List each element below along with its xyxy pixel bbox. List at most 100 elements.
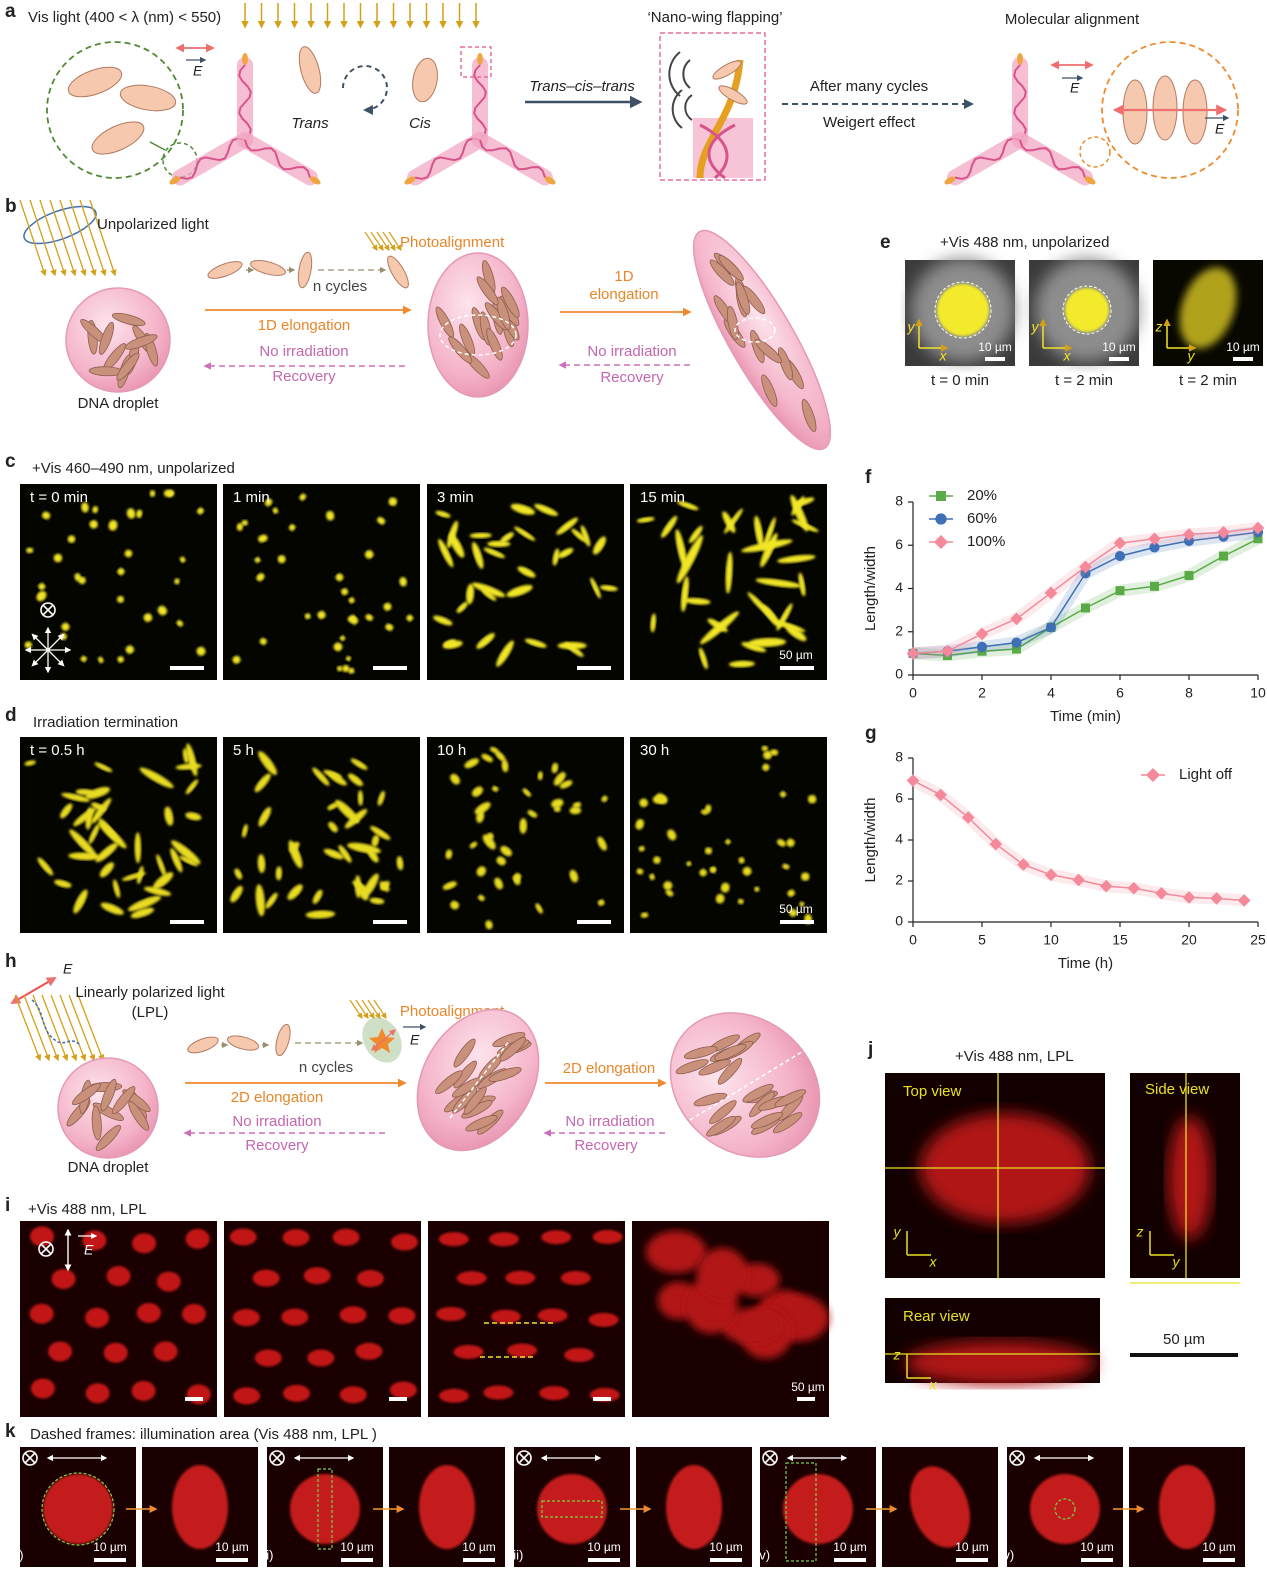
out-of-plane-symbol xyxy=(40,1243,52,1255)
droplet-image xyxy=(786,838,795,847)
nanostructure xyxy=(95,1124,121,1151)
droplet-image xyxy=(390,1233,418,1251)
droplet-image xyxy=(196,646,206,656)
droplet-image xyxy=(649,873,655,881)
droplet-image xyxy=(569,869,579,883)
scale-bar xyxy=(588,1558,620,1562)
molecule xyxy=(412,57,438,103)
data-point xyxy=(976,641,988,652)
droplet-image xyxy=(85,1307,110,1328)
droplet-image xyxy=(143,613,153,622)
droplet-image xyxy=(684,597,711,605)
arrow xyxy=(68,994,96,1062)
orientation-ring xyxy=(734,317,776,343)
molecule xyxy=(91,121,145,155)
droplet-image xyxy=(450,773,460,785)
y-tick-label: 6 xyxy=(895,536,903,552)
azobenzene xyxy=(169,176,181,185)
label: E xyxy=(410,1032,420,1048)
label: 15 min xyxy=(640,489,685,506)
droplet-image xyxy=(464,758,479,769)
nanostructure xyxy=(488,1067,522,1082)
molecule xyxy=(207,261,243,279)
label: 2D elongation xyxy=(563,1060,656,1077)
droplet-image xyxy=(98,656,104,664)
data-point xyxy=(1219,551,1228,561)
label: 10 µm xyxy=(955,1540,989,1554)
label: 10 µm xyxy=(340,1540,374,1554)
label: No irradiation xyxy=(259,343,348,360)
label: z xyxy=(1155,319,1163,335)
droplet-image xyxy=(783,1474,853,1544)
arrow xyxy=(19,199,47,277)
orientation-line xyxy=(449,1039,511,1119)
y-tick-label: 4 xyxy=(895,579,903,595)
droplet-image xyxy=(388,1307,416,1325)
droplet-image xyxy=(24,760,36,766)
label: Trans–cis–trans xyxy=(529,78,635,95)
droplet-image xyxy=(275,866,283,881)
motion-lines xyxy=(684,94,693,121)
scale-bar xyxy=(1233,357,1253,361)
droplet-image xyxy=(1030,1474,1100,1544)
label: 50 µm xyxy=(791,1380,825,1394)
droplet-image xyxy=(95,842,118,863)
label: +Vis 488 nm, LPL xyxy=(955,1048,1074,1065)
x-tick-label: 8 xyxy=(1185,685,1193,701)
label: ‘Nano-wing flapping’ xyxy=(647,9,782,26)
label: 10 µm xyxy=(1202,1540,1236,1554)
droplet-image xyxy=(640,912,649,918)
label: x xyxy=(939,348,948,364)
out-of-plane-symbol xyxy=(38,1241,54,1257)
data-point xyxy=(1237,894,1251,907)
dna-strand xyxy=(954,137,1021,180)
dna-strand xyxy=(1013,64,1027,141)
droplet-image xyxy=(636,516,655,523)
droplet-image xyxy=(85,1383,110,1404)
x-tick-label: 10 xyxy=(1250,685,1266,701)
droplet-image xyxy=(131,1380,156,1401)
molecule xyxy=(387,255,409,289)
droplet-image xyxy=(282,1229,310,1247)
dna-strand xyxy=(473,64,487,141)
label: Cis xyxy=(409,115,431,132)
droplet-image xyxy=(234,868,243,880)
cycle-arrow xyxy=(342,65,388,115)
data-point xyxy=(1011,637,1022,648)
molecule xyxy=(250,260,286,276)
droplet-image xyxy=(645,1230,707,1274)
x-tick-label: 6 xyxy=(1116,685,1124,701)
droplet-image xyxy=(636,868,644,875)
droplet-image xyxy=(709,866,716,872)
droplet-image xyxy=(1159,1465,1215,1549)
droplet-image xyxy=(761,745,768,752)
droplet-image xyxy=(178,855,198,867)
droplet-image xyxy=(112,879,121,898)
nanostructure xyxy=(486,328,503,361)
scale-bar xyxy=(94,1558,126,1562)
arrow xyxy=(41,994,69,1062)
droplet-image xyxy=(652,795,666,804)
droplet-image xyxy=(675,529,688,570)
droplet-image xyxy=(650,613,657,633)
droplet-image xyxy=(305,910,336,919)
label: g xyxy=(865,723,877,744)
droplet-image xyxy=(937,284,989,336)
droplet-image xyxy=(510,503,535,515)
droplet-image xyxy=(312,889,323,904)
droplet-image xyxy=(653,856,661,864)
droplet-image xyxy=(469,841,478,849)
scale-bar xyxy=(1109,357,1129,361)
droplet-image xyxy=(689,525,703,544)
droplet-image xyxy=(304,613,311,620)
droplet-image xyxy=(354,875,362,898)
out-of-plane-symbol xyxy=(1011,1452,1023,1464)
droplet-image xyxy=(355,1342,383,1360)
droplet-image xyxy=(514,526,536,541)
label: 10 µm xyxy=(1080,1540,1114,1554)
legend-label: 100% xyxy=(967,533,1005,550)
nanostructure xyxy=(116,352,140,381)
y-tick-label: 2 xyxy=(895,872,903,888)
droplet-image xyxy=(721,1308,782,1344)
droplet-image xyxy=(67,535,76,543)
